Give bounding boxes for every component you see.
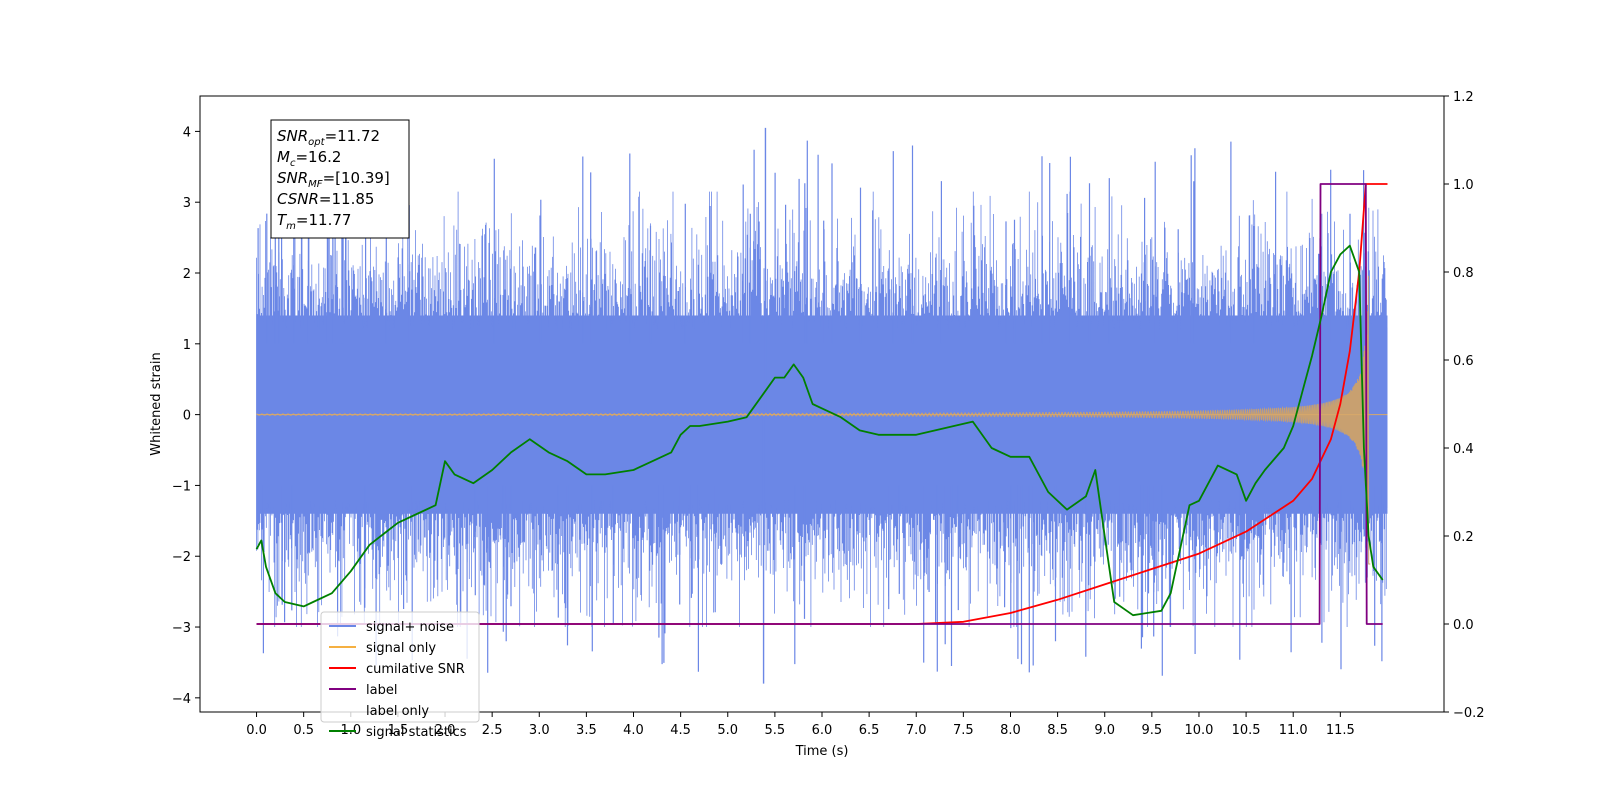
x-tick-label: 8.5 xyxy=(1047,723,1068,738)
annotation-line: CSNR=11.85 xyxy=(277,190,374,208)
y-tick-label: −4 xyxy=(172,692,191,707)
annotation-box: SNRopt=11.72Mc=16.2SNRMF=[10.39]CSNR=11.… xyxy=(270,119,410,239)
x-tick-label: 4.5 xyxy=(670,723,691,738)
y2-tick-label: 1.2 xyxy=(1453,90,1474,105)
legend-label: signal+ noise xyxy=(366,620,454,635)
x-tick-label: 5.0 xyxy=(717,723,738,738)
series-lines xyxy=(255,183,1388,625)
x-axis-label: Time (s) xyxy=(795,744,849,759)
x-tick-label: 1.5 xyxy=(388,723,409,738)
legend: signal+ noise signal only cumilative SNR la… xyxy=(320,611,480,740)
x-tick-label: 5.5 xyxy=(765,723,786,738)
x-tick-label: 11.5 xyxy=(1326,723,1355,738)
x-tick-label: 0.5 xyxy=(293,723,314,738)
series-signal-only xyxy=(256,275,1388,565)
y-axis-label: Whitened strain xyxy=(149,352,164,455)
y-axis-ticks: 4 3 2 1 0 −1 −2 −3 −4 xyxy=(172,125,200,707)
annotation-line: Mc=16.2 xyxy=(277,148,341,169)
y2-tick-label: 1.0 xyxy=(1453,178,1474,193)
x-tick-label: 3.0 xyxy=(529,723,550,738)
y2-tick-label: 0.0 xyxy=(1453,618,1474,633)
noise-trace xyxy=(256,191,1388,627)
legend-label: label only xyxy=(366,704,429,719)
x-tick-label: 4.0 xyxy=(623,723,644,738)
x-tick-label: 7.0 xyxy=(906,723,927,738)
x-tick-label: 9.5 xyxy=(1142,723,1163,738)
annotation-line: SNRopt=11.72 xyxy=(277,127,380,148)
legend-label: signal only xyxy=(366,641,436,656)
annotation-line: SNRMF=[10.39] xyxy=(277,169,390,190)
x-tick-label: 7.5 xyxy=(953,723,974,738)
y-tick-label: −2 xyxy=(172,550,191,565)
y2-tick-label: 0.4 xyxy=(1453,442,1474,457)
y-tick-label: −3 xyxy=(172,621,191,636)
y-tick-label: 0 xyxy=(183,409,191,424)
y2-tick-label: 0.8 xyxy=(1453,266,1474,281)
y-tick-label: 2 xyxy=(183,267,191,282)
y-tick-label: 4 xyxy=(183,125,191,140)
series-line-5 xyxy=(255,244,1384,617)
x-tick-label: 9.0 xyxy=(1094,723,1115,738)
x-tick-label: 11.0 xyxy=(1279,723,1308,738)
y2-tick-label: −0.2 xyxy=(1453,706,1485,721)
legend-label: signal statistics xyxy=(366,725,467,740)
noise-spikes xyxy=(257,140,1383,676)
legend-label: cumilative SNR xyxy=(366,662,465,677)
x-tick-label: 8.0 xyxy=(1000,723,1021,738)
y2-tick-label: 0.2 xyxy=(1453,530,1474,545)
x-tick-label: 3.5 xyxy=(576,723,597,738)
y-tick-label: 1 xyxy=(183,338,191,353)
legend-label: label xyxy=(366,683,397,698)
x-axis-ticks: 0.0 0.5 1.0 1.5 2.0 2.5 3.0 3.5 4.0 4.5 5.0 5.5 6.0 6… xyxy=(246,712,1355,738)
y-tick-label: 3 xyxy=(183,196,191,211)
x-tick-label: 0.0 xyxy=(246,723,267,738)
y2-axis-ticks: 1.2 1.0 0.8 0.6 0.4 0.2 0.0 −0.2 xyxy=(1444,90,1485,721)
series-line-3 xyxy=(256,183,1383,625)
annotation-line: Tm=11.77 xyxy=(277,211,351,232)
x-tick-label: 6.0 xyxy=(812,723,833,738)
x-tick-label: 6.5 xyxy=(859,723,880,738)
x-tick-label: 2.5 xyxy=(482,723,503,738)
x-tick-label: 10.0 xyxy=(1184,723,1213,738)
x-tick-label: 10.5 xyxy=(1232,723,1261,738)
series-line-2 xyxy=(256,183,1388,625)
y2-tick-label: 0.6 xyxy=(1453,354,1474,369)
x-tick-label: 2.0 xyxy=(435,723,456,738)
y-tick-label: −1 xyxy=(172,479,191,494)
